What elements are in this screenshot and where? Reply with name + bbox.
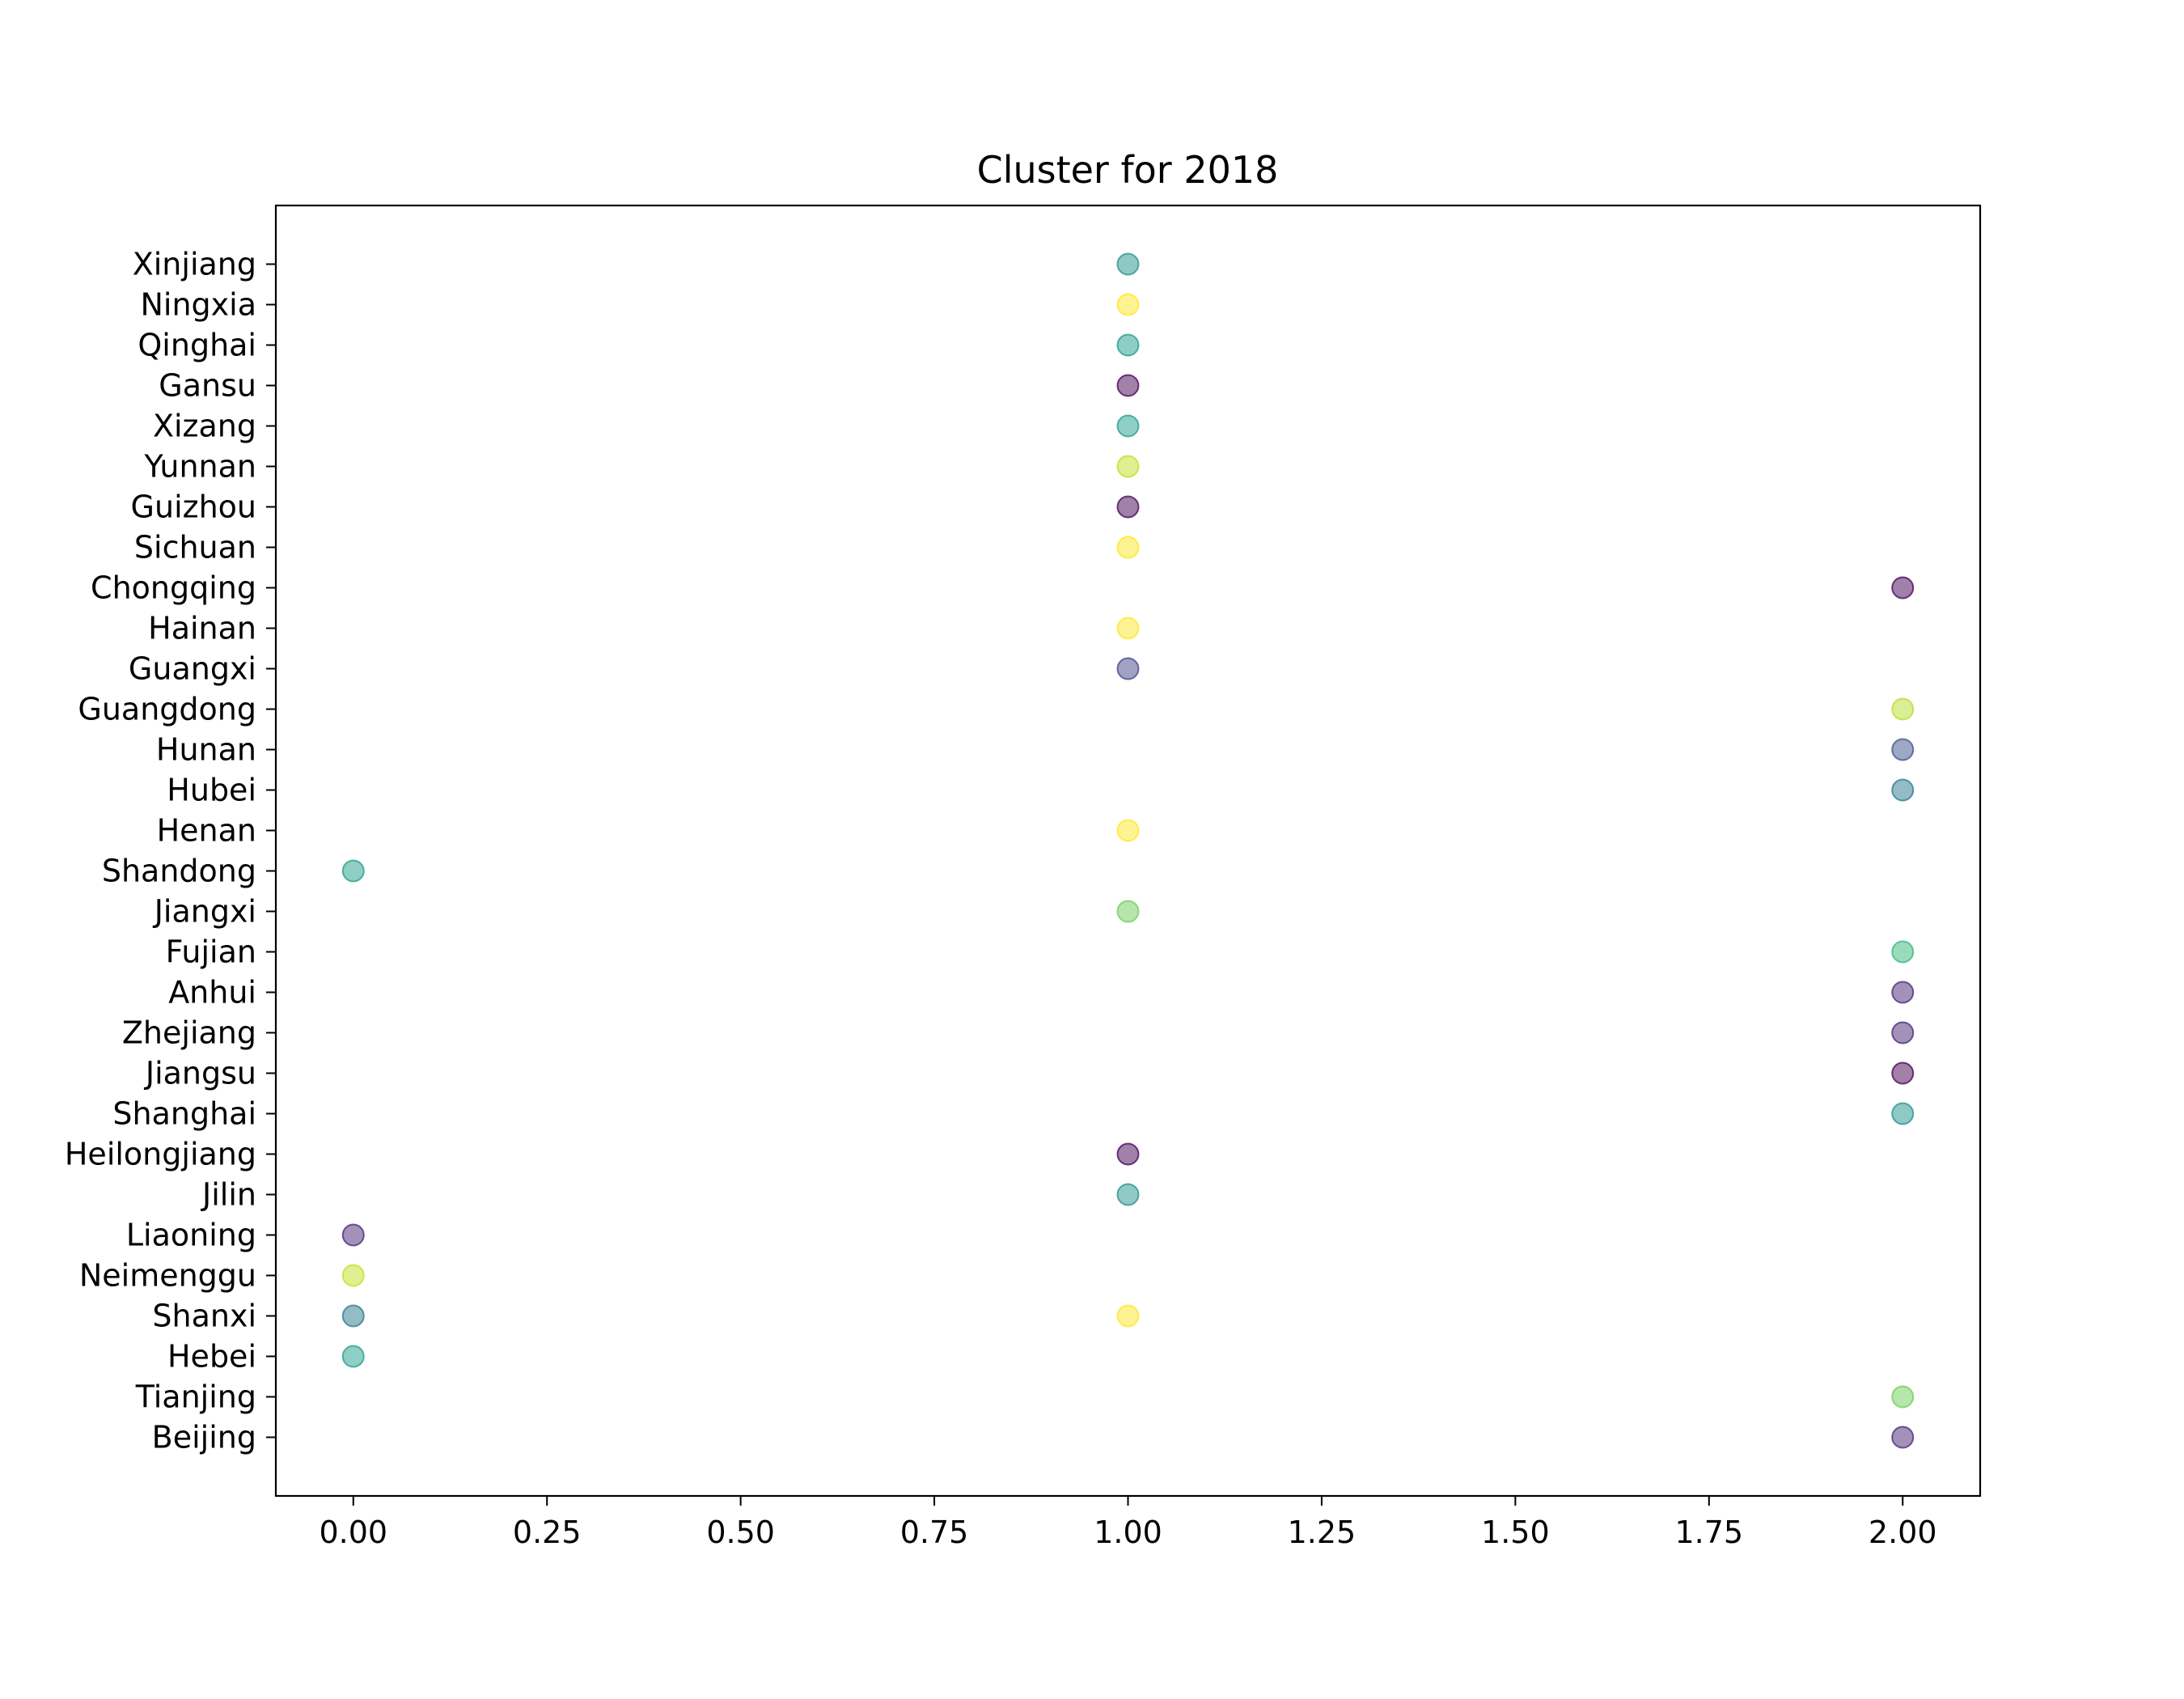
data-point-hunan: [1891, 738, 1915, 761]
y-tick-label: Chongqing: [91, 570, 256, 606]
y-tick-label: Neimenggu: [79, 1258, 256, 1294]
y-tick-label: Shanghai: [112, 1096, 256, 1132]
y-tick-label: Xizang: [153, 409, 256, 444]
x-tick-label: 1.00: [1094, 1515, 1162, 1550]
y-tick-label: Guangdong: [78, 692, 256, 727]
data-point-henan: [1116, 819, 1140, 842]
y-tick-label: Hubei: [167, 773, 256, 808]
x-tick-label: 2.00: [1869, 1515, 1937, 1550]
data-point-liaoning: [341, 1223, 365, 1247]
data-point-shanxi: [1116, 1304, 1140, 1328]
data-point-yunnan: [1116, 455, 1140, 478]
x-tick-label: 0.00: [319, 1515, 387, 1550]
data-point-hainan: [1116, 616, 1140, 640]
x-axis: 0.00 0.25 0.50 0.75 1.00 1.25 1.50 1.75 2.00: [319, 1496, 1937, 1550]
data-point-anhui: [1891, 981, 1915, 1004]
y-tick-label: Fujian: [166, 934, 256, 970]
data-point-beijing: [1891, 1426, 1915, 1449]
data-point-guangdong: [1891, 697, 1915, 721]
y-tick-label: Yunnan: [144, 449, 256, 485]
y-axis: Beijing Tianjing Hebei Shanxi Neimenggu Liaon…: [65, 247, 276, 1455]
y-tick-label: Sichuan: [134, 530, 256, 566]
y-tick-label: Shanxi: [152, 1299, 256, 1334]
y-tick-label: Gansu: [159, 368, 256, 404]
data-point-fujian: [1891, 940, 1915, 964]
y-tick-label: Anhui: [168, 975, 256, 1011]
data-point-guangxi: [1116, 657, 1140, 680]
data-point-shanxi: [341, 1304, 365, 1328]
x-tick-label: 1.50: [1481, 1515, 1550, 1550]
y-tick-label: Hebei: [167, 1339, 256, 1375]
data-point-jiangxi: [1116, 900, 1140, 923]
x-tick-label: 0.75: [900, 1515, 969, 1550]
data-point-guizhou: [1116, 495, 1140, 519]
y-tick-label: Tianjing: [135, 1379, 256, 1415]
chart-title: Cluster for 2018: [977, 148, 1279, 192]
y-tick-label: Henan: [157, 813, 256, 849]
data-point-hubei: [1891, 778, 1915, 802]
data-point-hebei: [341, 1345, 365, 1368]
y-tick-label: Guizhou: [131, 489, 256, 525]
y-tick-label: Guangxi: [129, 651, 256, 687]
y-tick-label: Ningxia: [140, 287, 256, 323]
data-point-gansu: [1116, 374, 1140, 397]
data-point-jiangsu: [1891, 1061, 1915, 1085]
data-point-ningxia: [1116, 293, 1140, 316]
x-tick-label: 1.25: [1288, 1515, 1357, 1550]
y-tick-label: Xinjiang: [133, 247, 256, 282]
x-tick-label: 0.25: [513, 1515, 582, 1550]
data-point-heilongjiang: [1116, 1142, 1140, 1166]
data-point-shandong: [341, 859, 365, 883]
data-point-tianjing: [1891, 1385, 1915, 1409]
x-tick-label: 1.75: [1674, 1515, 1743, 1550]
data-point-xizang: [1116, 414, 1140, 438]
y-tick-label: Jiangxi: [153, 894, 256, 930]
y-tick-label: Shandong: [102, 854, 256, 889]
data-point-chongqing: [1891, 576, 1915, 600]
plot-area-frame: [274, 204, 1982, 1498]
data-point-shanghai: [1891, 1102, 1915, 1125]
data-point-xinjiang: [1116, 252, 1140, 276]
y-tick-label: Qinghai: [138, 328, 256, 363]
y-tick-label: Jilin: [201, 1177, 256, 1213]
y-tick-label: Hainan: [148, 611, 256, 646]
y-tick-label: Zhejiang: [122, 1015, 256, 1051]
y-tick-label: Jiangsu: [144, 1056, 256, 1091]
data-point-zhejiang: [1891, 1021, 1915, 1044]
y-tick-label: Beijing: [152, 1420, 256, 1455]
y-tick-label: Hunan: [156, 732, 256, 768]
y-tick-label: Liaoning: [126, 1218, 256, 1253]
data-point-sichuan: [1116, 536, 1140, 559]
data-points: [341, 252, 1915, 1449]
data-point-jilin: [1116, 1183, 1140, 1206]
x-tick-label: 0.50: [706, 1515, 775, 1550]
y-tick-label: Heilongjiang: [65, 1137, 256, 1172]
data-point-qinghai: [1116, 333, 1140, 357]
data-point-neimenggu: [341, 1264, 365, 1287]
